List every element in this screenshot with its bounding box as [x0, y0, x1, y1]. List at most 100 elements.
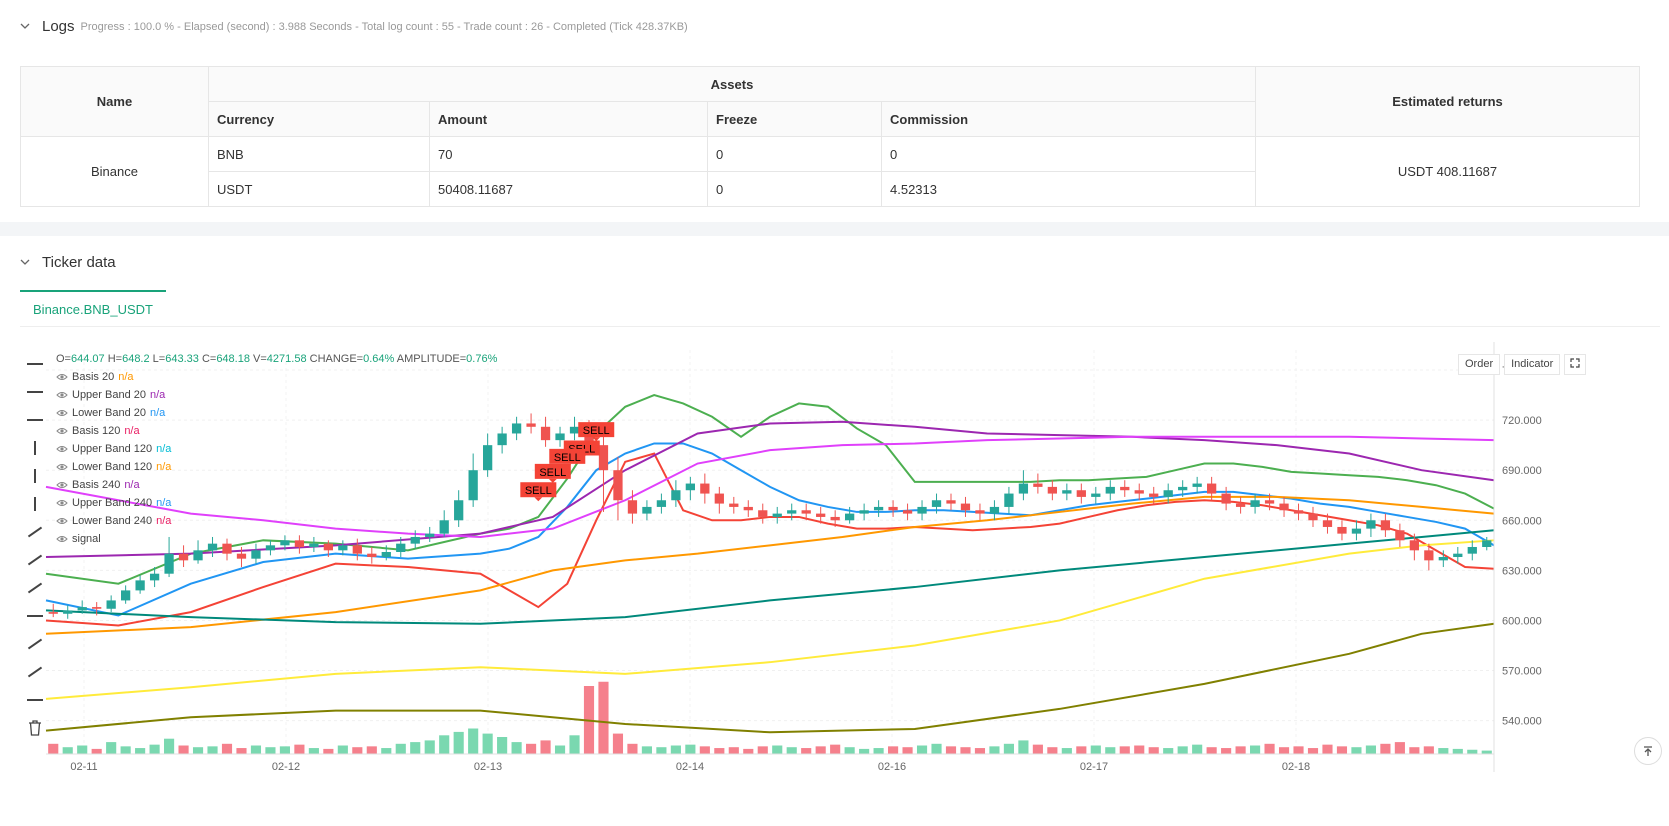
trend-line-tool-icon[interactable] [20, 518, 50, 546]
assets-table: Name Assets Estimated returns Currency A… [20, 66, 1640, 207]
order-button[interactable]: Order [1458, 354, 1501, 375]
amount-cell: 50408.11687 [429, 171, 708, 207]
eye-icon[interactable] [56, 371, 68, 383]
price-line-tool-icon[interactable] [20, 602, 50, 630]
parallel-channel-tool-icon[interactable] [20, 630, 50, 658]
y-tick-label: 720.000 [1502, 415, 1542, 427]
horizontal-line-tool-icon[interactable] [20, 378, 50, 406]
sell-signal-label: SELL [583, 425, 610, 437]
chevron-down-icon[interactable] [20, 21, 30, 31]
vertical-line-tool-icon[interactable] [20, 462, 50, 490]
volume-bar [1452, 748, 1463, 754]
candle-body [1380, 520, 1391, 531]
volume-bar [1119, 746, 1130, 754]
eye-icon[interactable] [56, 443, 68, 455]
legend-item-value: n/a [150, 407, 166, 419]
amount-cell: 70 [429, 136, 708, 172]
sell-signal-pointer [548, 478, 557, 483]
legend-item-name: Basis 120 [72, 425, 121, 437]
candle-body [1105, 486, 1115, 494]
eye-icon[interactable] [56, 533, 68, 545]
chevron-down-icon[interactable] [20, 257, 30, 267]
candle-body [396, 543, 406, 552]
candle-body [1207, 483, 1217, 494]
volume-bar [308, 748, 319, 754]
x-tick-label: 02-11 [70, 761, 97, 773]
segment-tool-icon[interactable] [20, 574, 50, 602]
candle-body [656, 500, 667, 507]
fib-levels-tool-icon[interactable] [20, 686, 50, 714]
tab-binance-bnb-usdt[interactable]: Binance.BNB_USDT [20, 290, 166, 326]
volume-bar [844, 747, 855, 754]
x-tick-label: 02-17 [1080, 761, 1108, 773]
candle-body [685, 483, 695, 491]
legend-item[interactable]: Upper Band 240 n/a [56, 494, 497, 512]
fib-tool-icon[interactable] [20, 658, 50, 686]
legend-item[interactable]: Upper Band 120 n/a [56, 440, 497, 458]
volume-bar [106, 742, 117, 754]
volume-bar [685, 744, 696, 754]
volume-bar [482, 733, 493, 754]
legend-item[interactable]: Lower Band 120 n/a [56, 458, 497, 476]
ticker-header[interactable]: Ticker data [20, 252, 116, 272]
legend-item-name: Lower Band 20 [72, 407, 146, 419]
candle-body [193, 550, 203, 561]
logs-header[interactable]: Logs Progress : 100.0 % - Elapsed (secon… [20, 16, 688, 36]
candle-body [743, 506, 753, 511]
candle-body [700, 483, 710, 494]
fullscreen-icon[interactable] [1564, 354, 1587, 375]
ticker-panel: Ticker data [0, 236, 1669, 826]
x-tick-label: 02-14 [676, 761, 704, 773]
exchange-cell: Binance [20, 136, 209, 207]
eye-icon[interactable] [56, 407, 68, 419]
candle-body [1424, 550, 1434, 561]
x-tick-label: 02-18 [1282, 761, 1310, 773]
currency-cell: USDT [208, 171, 430, 207]
legend-item-name: Basis 20 [72, 371, 115, 383]
legend-item[interactable]: Basis 240 n/a [56, 476, 497, 494]
volume-bar [279, 746, 290, 754]
horizontal-ray-tool-icon[interactable] [20, 406, 50, 434]
vertical-ray-tool-icon[interactable] [20, 490, 50, 518]
price-chart[interactable]: SELLSELLSELLSELLSELL 750.000720.000690.0… [20, 342, 1660, 826]
candle-body [946, 500, 956, 504]
legend-item[interactable]: Lower Band 20 n/a [56, 404, 497, 422]
indicator-button[interactable]: Indicator [1504, 354, 1561, 375]
volume-bar [1394, 742, 1405, 754]
legend-item[interactable]: Lower Band 240 n/a [56, 512, 497, 530]
sub-currency-header: Currency [208, 101, 430, 137]
eye-icon[interactable] [56, 497, 68, 509]
ray-line-tool-icon[interactable] [20, 546, 50, 574]
eye-icon[interactable] [56, 461, 68, 473]
scroll-to-latest-icon[interactable] [1634, 737, 1662, 765]
eye-icon[interactable] [56, 479, 68, 491]
volume-bar [1090, 745, 1101, 754]
legend-item[interactable]: Basis 20 n/a [56, 368, 497, 386]
trash-icon[interactable] [20, 714, 50, 742]
commission-cell: 4.52313 [881, 171, 1256, 207]
legend-item[interactable]: signal [56, 530, 497, 548]
sell-signal-pointer [534, 497, 543, 502]
sell-signal-label: SELL [525, 485, 552, 497]
eye-icon[interactable] [56, 515, 68, 527]
eye-icon[interactable] [56, 425, 68, 437]
eye-icon[interactable] [56, 389, 68, 401]
candle-body [975, 510, 985, 514]
series-line [45, 435, 1495, 538]
candle-body [410, 536, 420, 544]
col-returns-header: Estimated returns [1255, 66, 1640, 137]
volume-bar [1134, 745, 1145, 754]
legend-item-value: n/a [156, 515, 172, 527]
crosshair-tool-icon[interactable] [20, 350, 50, 378]
volume-bar [757, 746, 768, 754]
volume-bar [77, 745, 88, 754]
volume-bar [1163, 748, 1174, 754]
candle-body [439, 520, 449, 534]
candle-body [1134, 490, 1144, 494]
candle-body [121, 590, 131, 601]
volume-bar [714, 748, 725, 754]
vertical-segment-tool-icon[interactable] [20, 434, 50, 462]
candle-body [598, 445, 609, 471]
legend-item[interactable]: Upper Band 20 n/a [56, 386, 497, 404]
legend-item[interactable]: Basis 120 n/a [56, 422, 497, 440]
